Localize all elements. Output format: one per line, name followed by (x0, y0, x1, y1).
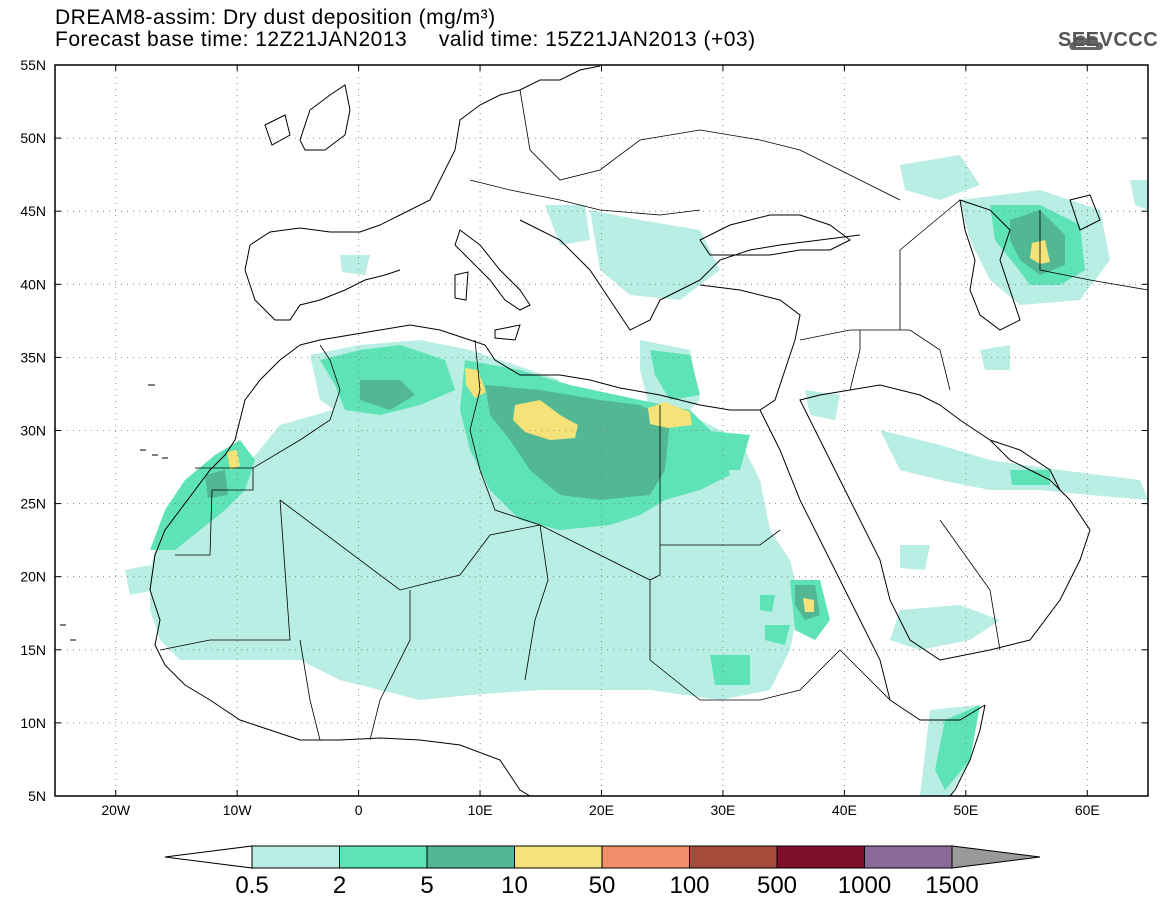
colorbar-label: 50 (589, 872, 616, 899)
lon-tick-label: 0 (355, 802, 363, 818)
colorbar-box (864, 845, 953, 869)
coastlines (60, 65, 1101, 796)
colorbar-box (339, 845, 428, 869)
colorbar-label: 500 (757, 872, 797, 899)
lat-tick-label: 5N (28, 788, 46, 804)
colorbar-over-triangle (951, 845, 1041, 869)
lon-tick-label: 50E (953, 802, 978, 818)
lon-tick-label: 20E (589, 802, 614, 818)
colorbar: 0.5 2 5 10 50 100 500 1000 1500 (164, 845, 1041, 899)
axis-ticks: 20W 10W 0 10E 20E 30E 40E 50E 60E 55N 50N 45N 40N 35N… (20, 57, 1148, 818)
lat-tick-label: 20N (20, 569, 46, 585)
colorbar-box (776, 845, 865, 869)
map-grid (55, 65, 1148, 796)
cloud-icon (1069, 35, 1104, 50)
colorbar-box (601, 845, 690, 869)
lat-tick-label: 30N (20, 423, 46, 439)
colorbar-box (426, 845, 515, 869)
lat-tick-label: 15N (20, 642, 46, 658)
colorbar-label: 5 (420, 872, 433, 899)
lon-tick-label: 60E (1075, 802, 1100, 818)
dust-field (125, 155, 1148, 796)
forecast-time-line: Forecast base time: 12Z21JAN2013 valid t… (55, 28, 756, 51)
colorbar-label: 1000 (838, 872, 891, 899)
lon-tick-label: 10E (468, 802, 493, 818)
country-borders (159, 89, 1148, 741)
map-title: DREAM8-assim: Dry dust deposition (mg/m³… (55, 6, 496, 29)
lat-tick-label: 35N (20, 349, 46, 365)
colorbar-label: 0.5 (235, 872, 268, 899)
colorbar-label: 2 (333, 872, 346, 899)
colorbar-box (251, 845, 340, 869)
logo-text: SEEVCCC (1058, 29, 1159, 51)
lat-tick-label: 50N (20, 130, 46, 146)
colorbar-label: 10 (501, 872, 528, 899)
colorbar-box (689, 845, 778, 869)
lon-tick-label: 30E (710, 802, 735, 818)
lon-tick-label: 10W (223, 802, 253, 818)
colorbar-box (514, 845, 603, 869)
lon-tick-label: 20W (101, 802, 131, 818)
colorbar-label: 100 (669, 872, 709, 899)
lon-tick-label: 40E (832, 802, 857, 818)
lat-tick-label: 40N (20, 276, 46, 292)
lat-tick-label: 10N (20, 715, 46, 731)
lat-tick-label: 55N (20, 57, 46, 73)
colorbar-label: 1500 (925, 872, 978, 899)
colorbar-under-triangle (164, 845, 253, 869)
lat-tick-label: 45N (20, 203, 46, 219)
lat-tick-label: 25N (20, 496, 46, 512)
